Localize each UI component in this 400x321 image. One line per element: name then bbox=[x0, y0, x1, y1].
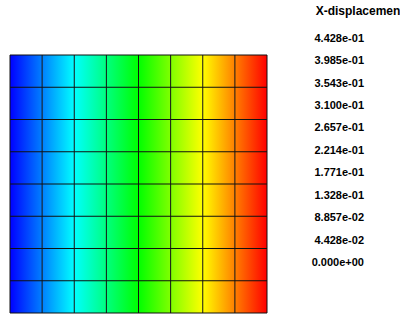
svg-text:3.985e-01: 3.985e-01 bbox=[314, 54, 364, 66]
svg-text:1.771e-01: 1.771e-01 bbox=[314, 166, 364, 178]
svg-text:4.428e-01: 4.428e-01 bbox=[314, 32, 364, 44]
svg-text:4.428e-02: 4.428e-02 bbox=[314, 234, 364, 246]
svg-text:8.857e-02: 8.857e-02 bbox=[314, 211, 364, 223]
svg-text:2.657e-01: 2.657e-01 bbox=[314, 121, 364, 133]
svg-text:1.328e-01: 1.328e-01 bbox=[314, 189, 364, 201]
svg-text:3.543e-01: 3.543e-01 bbox=[314, 77, 364, 89]
svg-text:0.000e+00: 0.000e+00 bbox=[312, 256, 364, 268]
svg-text:3.100e-01: 3.100e-01 bbox=[314, 99, 364, 111]
svg-text:2.214e-01: 2.214e-01 bbox=[314, 144, 364, 156]
